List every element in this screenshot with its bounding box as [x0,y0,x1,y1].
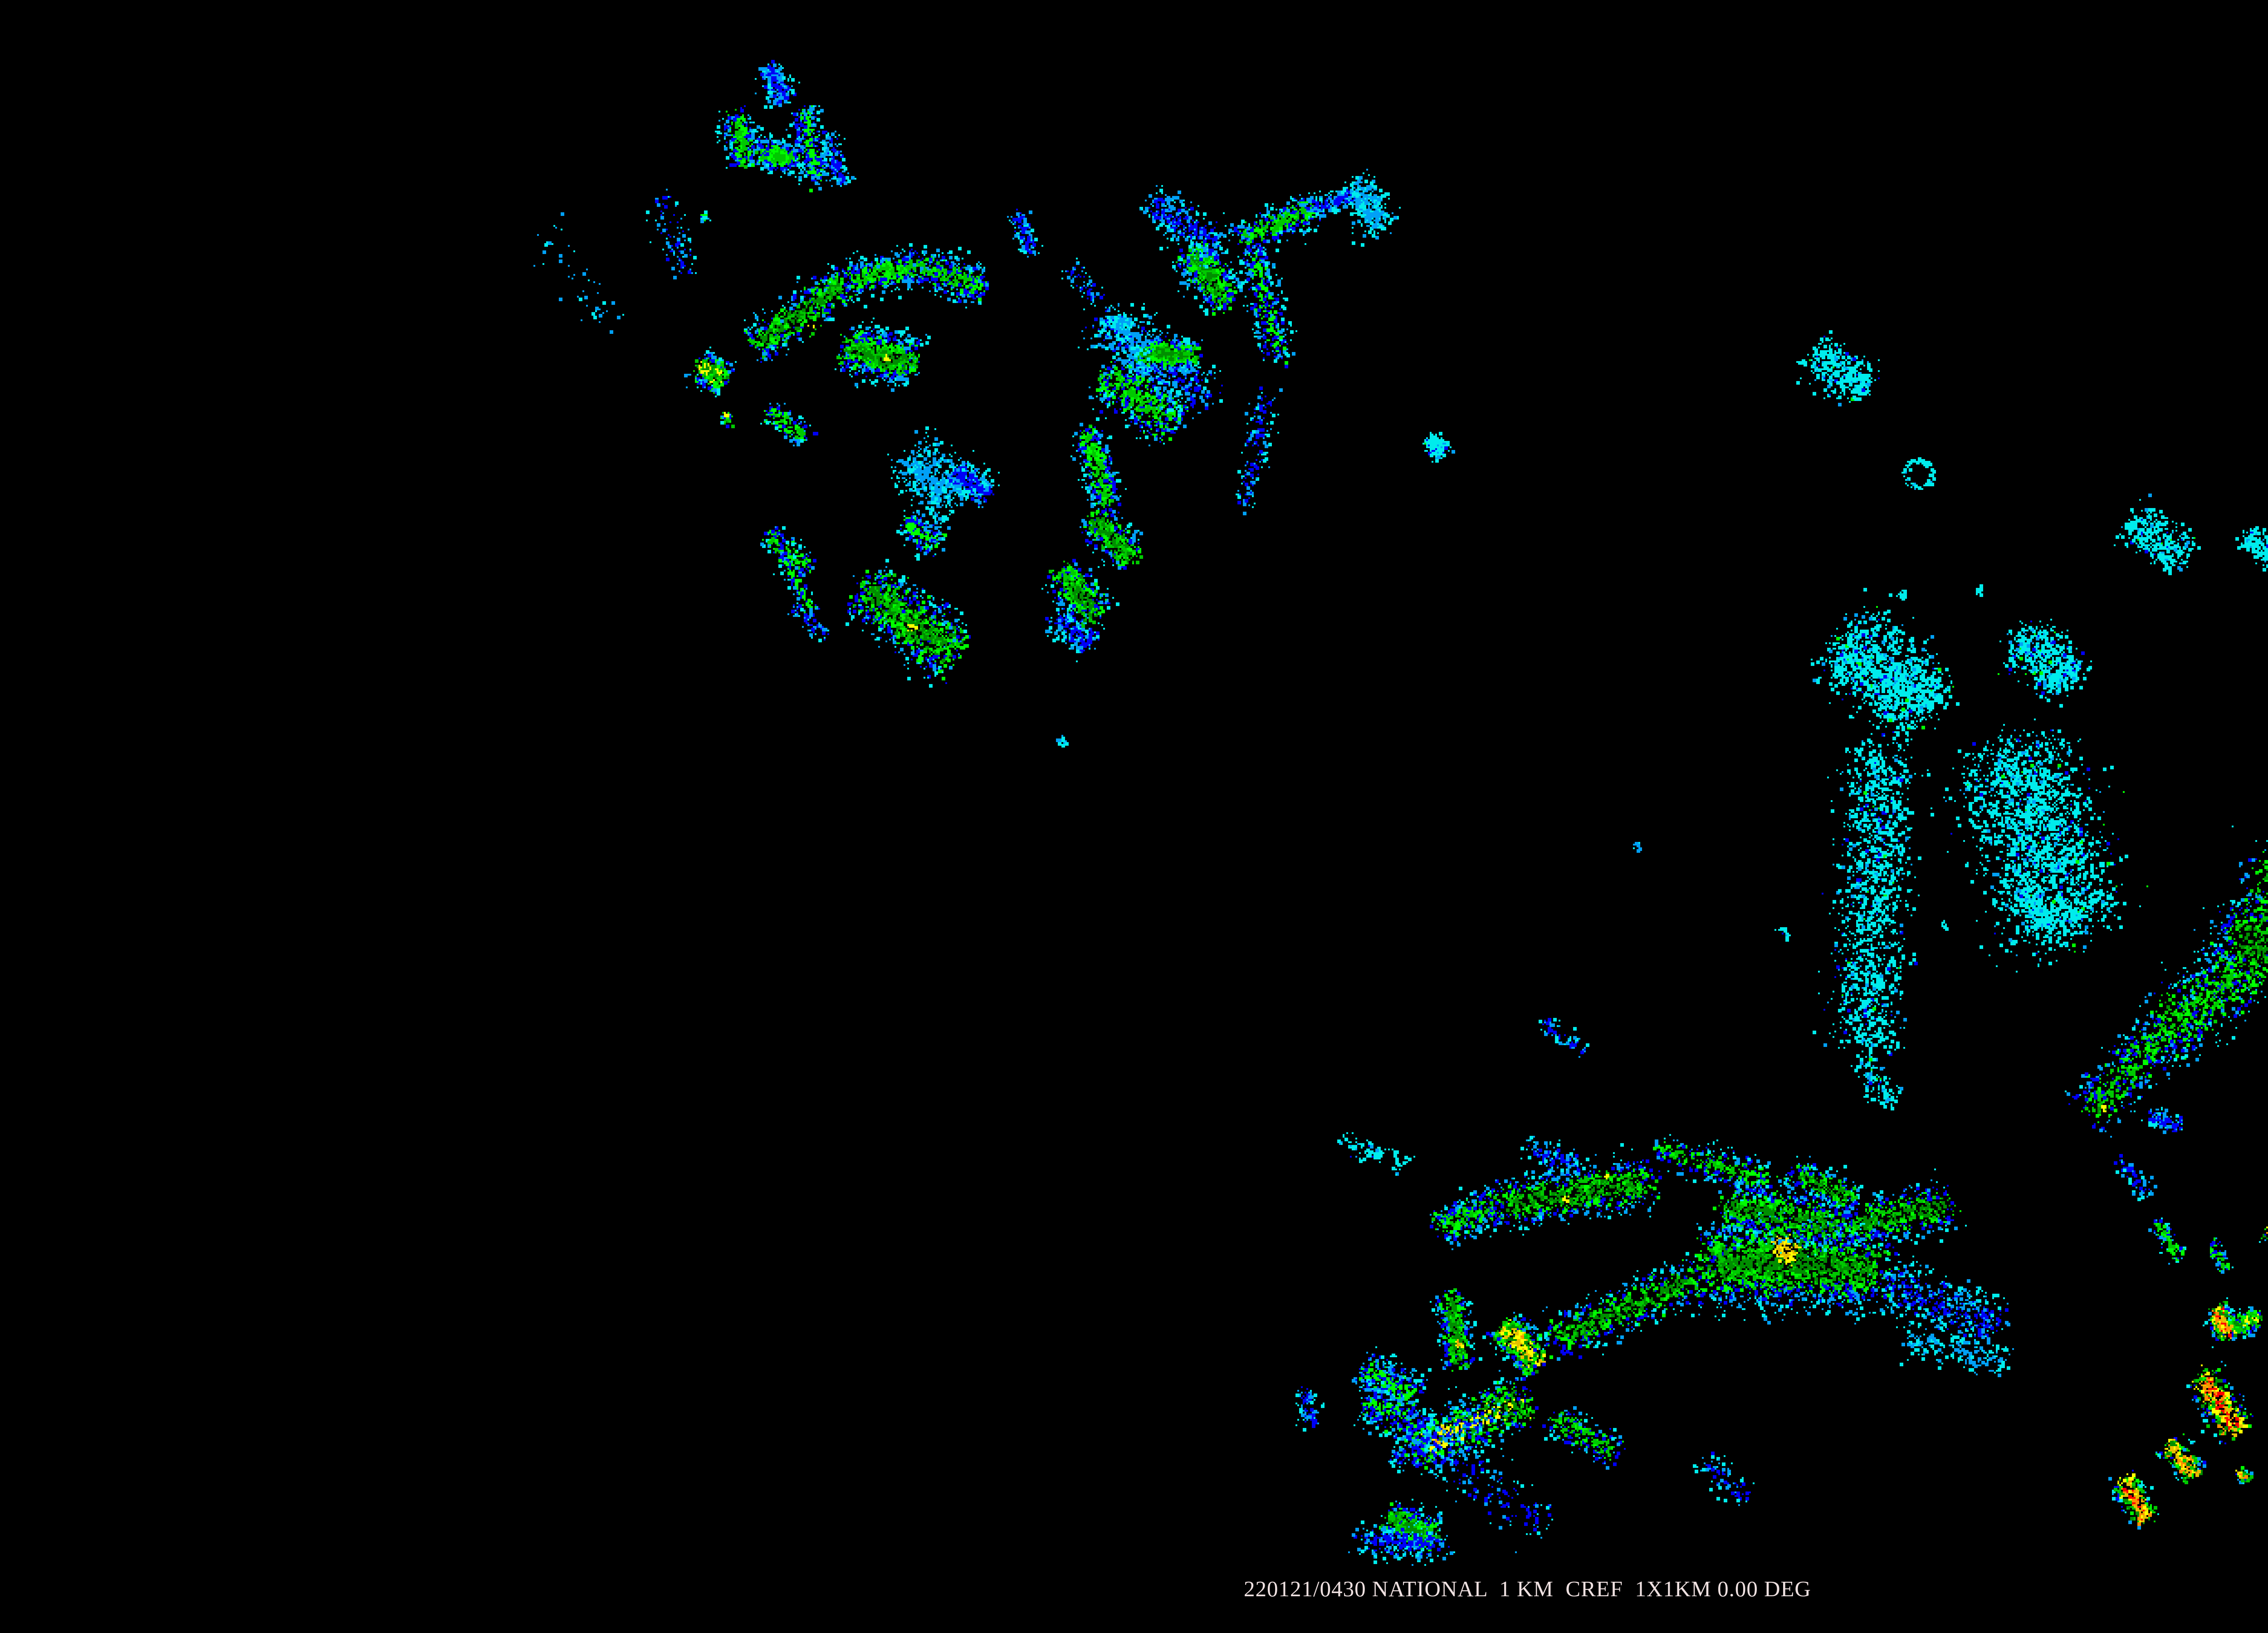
radar-caption: 220121/0430 NATIONAL 1 KM CREF 1X1KM 0.0… [1244,1576,1811,1601]
